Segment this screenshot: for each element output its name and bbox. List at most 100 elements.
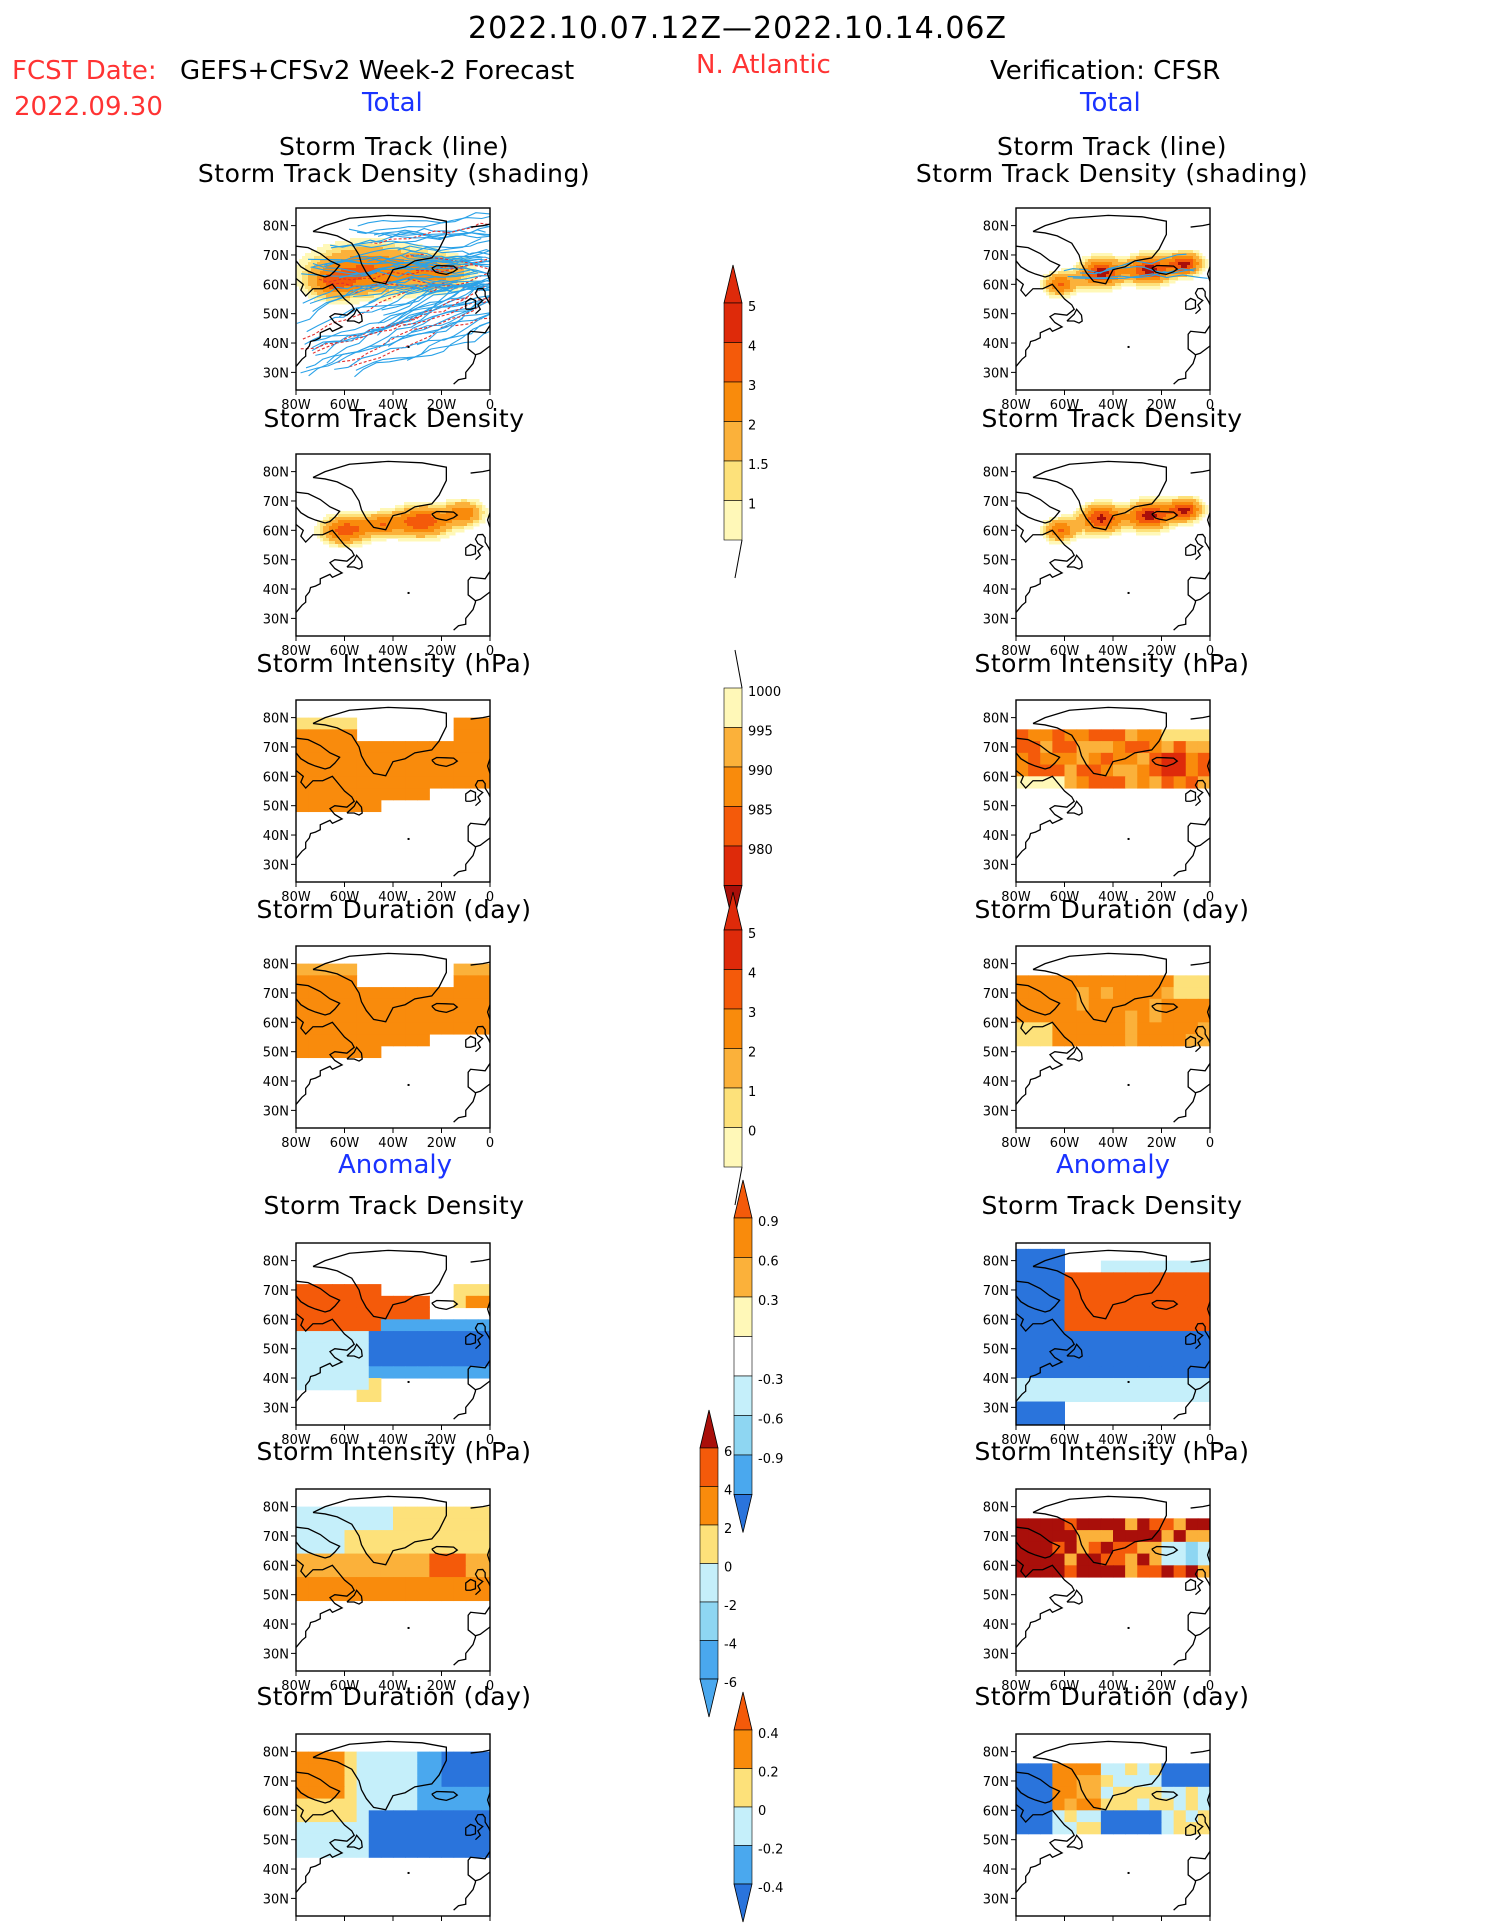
lat-tick-label: 80N xyxy=(983,1746,1009,1761)
lon-tick-label: 40W xyxy=(1098,398,1128,413)
left-anom-duration-map-field xyxy=(296,1740,490,1911)
left-density-map-frame xyxy=(295,453,491,637)
colorbar-duration-anom-bottom-arrow xyxy=(733,1883,753,1923)
lon-tick-label: 0 xyxy=(486,1679,494,1694)
lon-tick-label: 40W xyxy=(1098,1679,1128,1694)
colorbar-duration-anom-label: 0.4 xyxy=(758,1727,779,1742)
lat-tick-label: 50N xyxy=(263,1046,289,1061)
lat-tick-label: 70N xyxy=(983,1284,1009,1299)
colorbar-density-anom-swatch xyxy=(733,1257,753,1298)
left-anom-density-map: 80N 70N 60N 50N 40N 30N 80W 60W 40W 20W 0 xyxy=(263,1242,494,1448)
lon-tick-label: 80W xyxy=(1001,890,1031,905)
colorbar-duration-total-swatch xyxy=(723,929,743,970)
left-track-map-field xyxy=(296,212,490,385)
lat-tick-label: 70N xyxy=(983,987,1009,1002)
right-intensity-title: Storm Intensity (hPa) xyxy=(974,649,1250,678)
colorbar-intensity-anom-top-arrow xyxy=(699,1409,719,1449)
colorbar-intensity-total-label: 1000 xyxy=(748,685,781,700)
lat-tick-label: 50N xyxy=(263,308,289,323)
lat-tick-label: 80N xyxy=(983,958,1009,973)
left-intensity-map-field xyxy=(296,706,490,877)
lon-tick-label: 0 xyxy=(1206,890,1214,905)
lat-tick-label: 50N xyxy=(263,1834,289,1849)
right-density-map-field xyxy=(1016,460,1210,631)
lat-tick-label: 70N xyxy=(263,741,289,756)
colorbar-density-anom-swatch xyxy=(733,1454,753,1495)
lon-tick-label: 0 xyxy=(1206,398,1214,413)
colorbar-duration-anom-swatch xyxy=(733,1768,753,1808)
right-total-label: Total xyxy=(1080,88,1141,118)
right-track-map-frame xyxy=(1015,207,1211,391)
colorbar-intensity-total-swatch xyxy=(723,766,743,807)
lat-tick-label: 50N xyxy=(983,308,1009,323)
colorbar-intensity-anom-label: -2 xyxy=(724,1599,737,1614)
colorbar-density-anom-label: -0.6 xyxy=(758,1413,783,1428)
lat-tick-label: 80N xyxy=(263,712,289,727)
lon-tick-label: 60W xyxy=(330,398,360,413)
lon-tick-label: 80W xyxy=(281,1679,311,1694)
lon-tick-label: 60W xyxy=(330,1433,360,1448)
colorbar-duration-anom-top-arrow xyxy=(733,1691,753,1731)
right-intensity-map-field xyxy=(1016,706,1210,877)
lon-tick-label: 20W xyxy=(1147,644,1177,659)
right-anom-density-title: Storm Track Density xyxy=(981,1191,1243,1220)
colorbar-density-total-swatch xyxy=(723,460,743,501)
colorbar-density-anom-label: 0.3 xyxy=(758,1294,779,1309)
lon-tick-label: 80W xyxy=(1001,644,1031,659)
left-density-map-coastlines xyxy=(296,460,490,631)
lat-tick-label: 30N xyxy=(983,1892,1009,1907)
lat-tick-label: 70N xyxy=(263,495,289,510)
lat-tick-label: 80N xyxy=(263,1255,289,1270)
lat-tick-label: 30N xyxy=(263,1892,289,1907)
colorbar-density-anom-label: -0.9 xyxy=(758,1452,783,1467)
lat-tick-label: 60N xyxy=(263,278,289,293)
colorbar-duration-anom-label: 0.2 xyxy=(758,1766,779,1781)
colorbar-density-anom-swatch xyxy=(733,1415,753,1456)
lat-tick-label: 60N xyxy=(263,1313,289,1328)
date-range-title: 2022.10.07.12Z—2022.10.14.06Z xyxy=(468,11,1008,46)
fcst-date-label: FCST Date: xyxy=(12,56,157,86)
lat-tick-label: 60N xyxy=(263,1559,289,1574)
left-track-line-title: Storm Track (line) xyxy=(278,132,510,161)
colorbar-intensity-total: 1000 995 990 985 980 xyxy=(723,649,781,924)
lat-tick-label: 70N xyxy=(263,987,289,1002)
right-track-shading-title: Storm Track Density (shading) xyxy=(915,159,1309,188)
lat-tick-label: 50N xyxy=(263,800,289,815)
lat-tick-label: 30N xyxy=(983,612,1009,627)
right-anom-intensity-map: 80N 70N 60N 50N 40N 30N 80W 60W 40W 20W 0 xyxy=(983,1488,1214,1694)
lon-tick-label: 40W xyxy=(378,644,408,659)
lat-tick-label: 80N xyxy=(983,466,1009,481)
lon-tick-label: 80W xyxy=(281,644,311,659)
colorbar-intensity-anom-label: -4 xyxy=(724,1638,737,1653)
lon-tick-label: 20W xyxy=(1147,1679,1177,1694)
right-density-map-frame xyxy=(1015,453,1211,637)
lat-tick-label: 60N xyxy=(983,1016,1009,1031)
lat-tick-label: 30N xyxy=(263,1401,289,1416)
right-anom-intensity-map-field xyxy=(1016,1495,1210,1666)
left-anom-intensity-map: 80N 70N 60N 50N 40N 30N 80W 60W 40W 20W 0 xyxy=(263,1488,494,1694)
lat-tick-label: 60N xyxy=(983,770,1009,785)
right-intensity-map: 80N 70N 60N 50N 40N 30N 80W 60W 40W 20W 0 xyxy=(983,699,1214,905)
colorbar-intensity-total-label: 985 xyxy=(748,804,773,819)
right-density-map-coastlines xyxy=(1016,460,1210,631)
lat-tick-label: 30N xyxy=(983,366,1009,381)
left-duration-title: Storm Duration (day) xyxy=(256,895,532,924)
right-track-map-field xyxy=(1016,214,1210,385)
lat-tick-label: 30N xyxy=(983,1104,1009,1119)
lat-tick-label: 30N xyxy=(263,366,289,381)
left-anom-intensity-map-coastlines xyxy=(296,1495,490,1666)
lat-tick-label: 30N xyxy=(983,1401,1009,1416)
lat-tick-label: 60N xyxy=(263,770,289,785)
left-track-map-coastlines xyxy=(296,214,490,385)
colorbar-intensity-total-label: 990 xyxy=(748,764,773,779)
colorbar-duration-total-swatch xyxy=(723,1008,743,1049)
colorbar-duration-anom: 0.4 0.2 0 -0.2 -0.4 xyxy=(733,1691,783,1923)
colorbar-intensity-anom-swatch xyxy=(699,1486,719,1526)
lon-tick-label: 40W xyxy=(378,1433,408,1448)
right-density-title: Storm Track Density xyxy=(981,404,1243,433)
right-track-line-title: Storm Track (line) xyxy=(996,132,1228,161)
lat-tick-label: 40N xyxy=(983,829,1009,844)
left-duration-map-coastlines xyxy=(296,952,490,1123)
